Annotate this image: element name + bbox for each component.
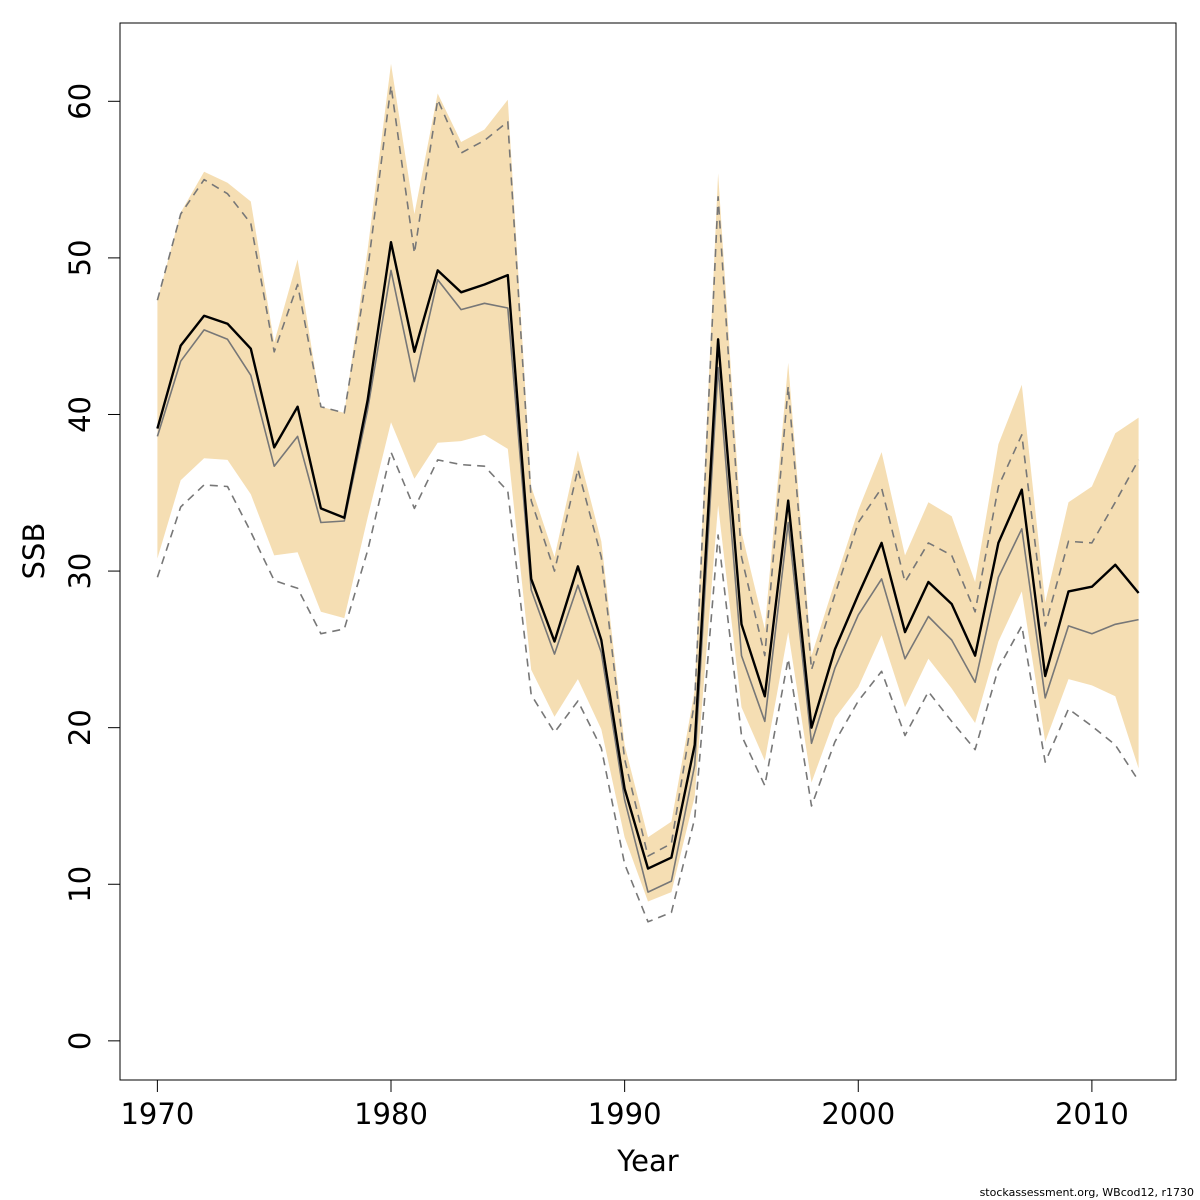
ssb-upper-dashed-line: [156, 84, 1140, 857]
series-lines-layer: [156, 84, 1140, 923]
ssb-lower-dashed-line: [156, 451, 1140, 923]
x-tick-label: 2010: [1055, 1097, 1129, 1131]
y-tick-label: 60: [63, 83, 97, 120]
y-axis: 0 10 20 30 40 50 60: [63, 83, 121, 1050]
y-tick-label: 40: [63, 396, 97, 433]
x-axis-title: Year: [616, 1144, 678, 1178]
x-tick-label: 2000: [821, 1097, 895, 1131]
y-tick-label: 30: [63, 553, 97, 590]
ssb-alt-estimate-line: [156, 269, 1139, 893]
x-tick-label: 1970: [120, 1097, 194, 1131]
y-tick-label: 0: [63, 1032, 97, 1050]
x-tick-label: 1980: [354, 1097, 428, 1131]
y-tick-label: 20: [63, 709, 97, 746]
y-tick-label: 10: [63, 866, 97, 903]
credit-text: stockassessment.org, WBcod12, r1730: [980, 1186, 1194, 1199]
x-axis: 1970 1980 1990 2000 2010: [120, 1079, 1129, 1131]
confidence-band: [157, 63, 1139, 902]
ssb-estimate-line: [156, 240, 1140, 870]
y-tick-label: 50: [63, 239, 97, 276]
y-axis-title: SSB: [17, 523, 51, 580]
confidence-band-layer: [157, 63, 1139, 902]
x-tick-label: 1990: [588, 1097, 662, 1131]
